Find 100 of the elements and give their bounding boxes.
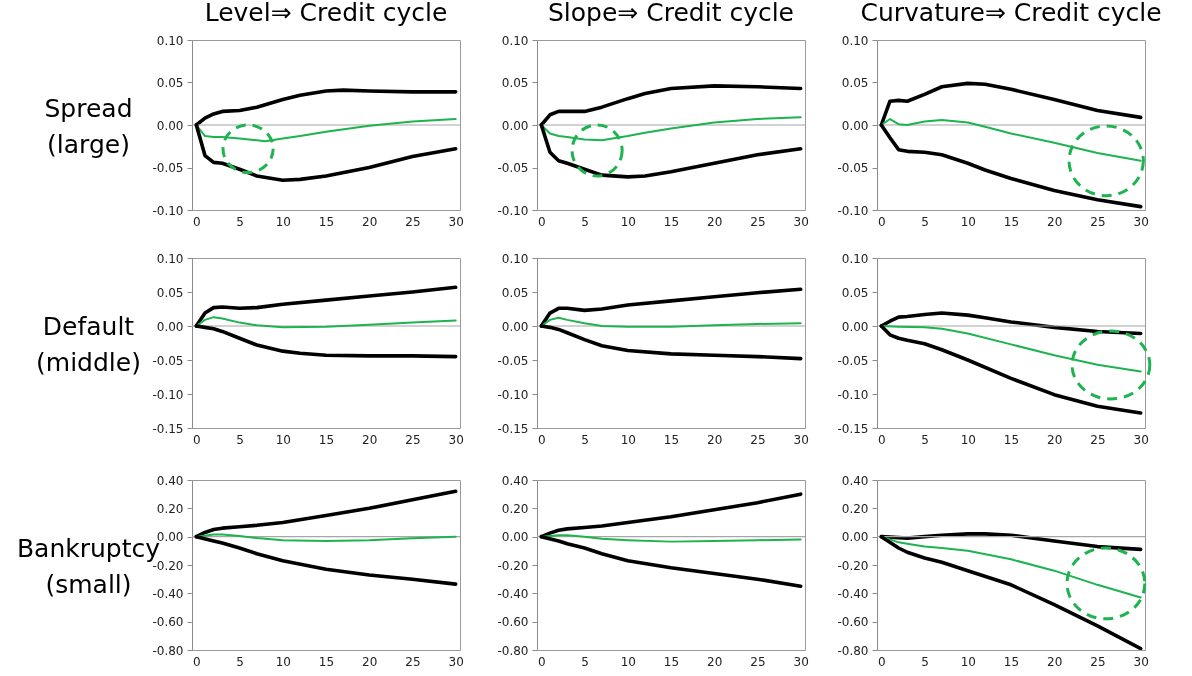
x-tick-label: 25 — [405, 432, 421, 447]
y-tick-label: -0.10 — [152, 387, 184, 402]
x-tick-label: 0 — [538, 432, 546, 447]
x-tick-label: 25 — [1090, 654, 1106, 669]
y-tick-label: -0.10 — [497, 203, 529, 218]
x-tick-label: 20 — [362, 654, 378, 669]
chart-title: Slope⇒ Credit cycle — [548, 0, 794, 27]
chart-title: Curvature⇒ Credit cycle — [860, 0, 1162, 27]
y-tick-label: 0.10 — [501, 251, 529, 266]
x-tick-label: 5 — [236, 432, 244, 447]
x-tick-label: 15 — [663, 432, 680, 447]
x-tick-label: 20 — [1047, 214, 1063, 229]
x-tick-label: 30 — [793, 432, 809, 447]
x-tick-label: 15 — [1003, 432, 1020, 447]
y-tick-label: -0.20 — [152, 558, 184, 573]
y-tick-label: -0.10 — [837, 387, 869, 402]
y-tick-label: 0.00 — [841, 530, 869, 545]
y-tick-label: 0.10 — [156, 251, 184, 266]
x-tick-label: 5 — [581, 214, 589, 229]
y-tick-label: -0.20 — [497, 558, 529, 573]
x-tick-label: 10 — [620, 432, 636, 447]
x-tick-label: 20 — [707, 432, 723, 447]
y-tick-label: -0.10 — [152, 203, 184, 218]
y-tick-label: -0.05 — [497, 161, 529, 175]
y-tick-label: -0.40 — [837, 586, 869, 601]
x-tick-label: 0 — [538, 214, 546, 229]
y-axis-title: Default (middle) — [36, 311, 141, 377]
line-series — [880, 118, 1142, 162]
y-tick-label: -0.80 — [152, 643, 184, 658]
y-tick-label: -0.40 — [497, 586, 529, 601]
x-tick-label: 30 — [793, 654, 809, 669]
y-tick-label: -0.20 — [837, 558, 869, 573]
y-tick-label: 0.00 — [156, 118, 184, 133]
y-tick-label: 0.05 — [501, 285, 529, 300]
x-tick-label: 15 — [1003, 654, 1020, 669]
y-tick-label: -0.10 — [837, 203, 869, 218]
x-tick-label: 25 — [1090, 214, 1106, 229]
x-tick-label: 10 — [620, 214, 636, 229]
line-series — [195, 316, 457, 329]
x-tick-label: 10 — [620, 654, 636, 669]
x-tick-label: 10 — [275, 214, 291, 229]
x-tick-label: 15 — [663, 654, 680, 669]
y-tick-label: -0.05 — [152, 161, 184, 175]
x-tick-label: 25 — [750, 654, 766, 669]
x-tick-label: 20 — [707, 214, 723, 229]
x-tick-label: 5 — [236, 654, 244, 669]
y-tick-label: 0.40 — [841, 473, 869, 488]
y-tick-label: 0.05 — [156, 76, 184, 90]
x-tick-label: 15 — [663, 214, 680, 229]
x-tick-label: 15 — [318, 654, 335, 669]
x-tick-label: 0 — [193, 654, 201, 669]
y-tick-label: -0.05 — [837, 353, 869, 368]
y-tick-label: 0.05 — [156, 285, 184, 300]
x-tick-label: 10 — [960, 432, 976, 447]
x-tick-label: 0 — [878, 654, 886, 669]
y-tick-label: 0.00 — [841, 118, 869, 133]
x-tick-label: 10 — [275, 654, 291, 669]
x-tick-label: 10 — [960, 214, 976, 229]
y-tick-label: -0.05 — [497, 353, 529, 368]
y-tick-label: 0.05 — [501, 76, 529, 90]
x-tick-label: 30 — [1133, 432, 1149, 447]
x-tick-label: 20 — [362, 432, 378, 447]
y-tick-label: -0.40 — [152, 586, 184, 601]
y-tick-label: 0.05 — [841, 285, 869, 300]
x-tick-label: 10 — [275, 432, 291, 447]
y-tick-label: -0.15 — [837, 421, 869, 436]
y-tick-label: -0.60 — [497, 615, 529, 630]
x-tick-label: 30 — [793, 214, 809, 229]
y-tick-label: 0.10 — [156, 33, 184, 48]
y-tick-label: 0.20 — [501, 501, 529, 516]
y-tick-label: -0.15 — [497, 421, 529, 436]
x-tick-label: 30 — [448, 214, 464, 229]
x-tick-label: 20 — [1047, 432, 1063, 447]
y-tick-label: 0.00 — [501, 319, 529, 334]
x-tick-label: 20 — [362, 214, 378, 229]
x-tick-label: 25 — [750, 432, 766, 447]
line-series — [880, 325, 1142, 373]
y-tick-label: -0.10 — [497, 387, 529, 402]
y-tick-label: -0.60 — [837, 615, 869, 630]
y-tick-label: 0.00 — [841, 319, 869, 334]
line-series — [540, 316, 802, 328]
y-tick-label: 0.00 — [501, 530, 529, 545]
y-tick-label: 0.00 — [156, 319, 184, 334]
y-tick-label: 0.20 — [156, 501, 184, 516]
x-tick-label: 5 — [236, 214, 244, 229]
x-tick-label: 15 — [1003, 214, 1020, 229]
y-tick-label: -0.80 — [497, 643, 529, 658]
y-tick-label: 0.40 — [501, 473, 529, 488]
x-tick-label: 20 — [707, 654, 723, 669]
x-tick-label: 0 — [193, 432, 201, 447]
y-tick-label: -0.05 — [837, 161, 869, 175]
x-tick-label: 0 — [193, 214, 201, 229]
y-tick-label: -0.60 — [152, 615, 184, 630]
x-tick-label: 0 — [878, 432, 886, 447]
x-tick-label: 5 — [581, 654, 589, 669]
y-tick-label: -0.05 — [152, 353, 184, 368]
y-tick-label: 0.05 — [841, 76, 869, 90]
x-tick-label: 5 — [581, 432, 589, 447]
y-tick-label: 0.20 — [841, 501, 869, 516]
y-tick-label: -0.15 — [152, 421, 184, 436]
